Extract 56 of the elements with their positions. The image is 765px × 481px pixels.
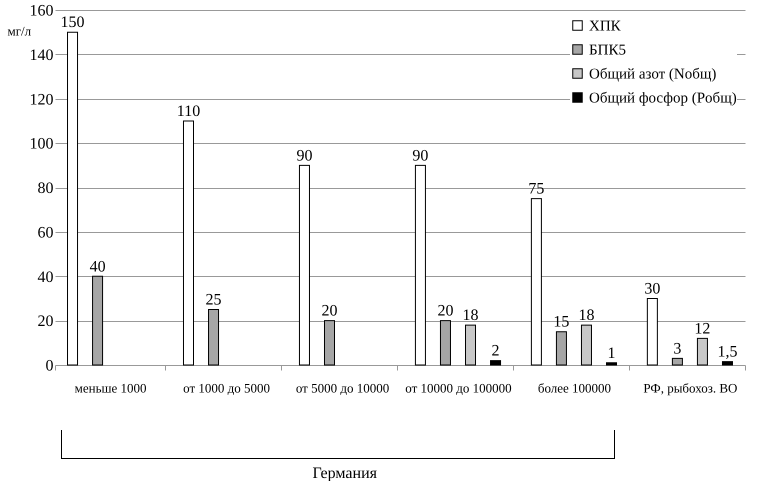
bar (464, 324, 476, 366)
y-axis-title: мг/л (8, 24, 32, 38)
y-tick-label: 100 (30, 136, 54, 153)
bar (182, 120, 194, 366)
bar (440, 320, 451, 366)
x-tick-label: РФ, рыбохоз. ВО (643, 380, 738, 396)
bar (490, 360, 502, 366)
bar (208, 309, 220, 366)
data-label: 1 (608, 344, 616, 362)
y-tick-label: 40 (38, 268, 54, 286)
bar (414, 164, 426, 366)
y-tick-label: 60 (38, 224, 54, 242)
y-tick-label: 20 (38, 313, 54, 330)
data-label: 90 (412, 147, 428, 164)
bar (722, 361, 733, 366)
data-label: 18 (462, 307, 478, 324)
x-tick-label: более 100000 (538, 380, 612, 396)
bar (530, 198, 542, 366)
y-tick-label: 0 (46, 358, 54, 374)
y-tick-label: 80 (38, 180, 54, 197)
x-tick-label: от 1000 до 5000 (183, 380, 270, 396)
data-label: 1,5 (717, 344, 738, 361)
bar (696, 338, 708, 366)
data-label: 30 (644, 280, 660, 298)
x-tick-label: от 5000 до 10000 (296, 380, 390, 396)
bar (646, 298, 658, 366)
legend-label: БПК5 (589, 42, 626, 58)
y-tick-label: 120 (30, 91, 54, 108)
x-tick-label: меньше 1000 (74, 380, 147, 396)
data-label: 150 (60, 14, 85, 32)
data-label: 75 (528, 180, 544, 198)
data-label: 3 (673, 340, 682, 358)
bar (298, 164, 310, 366)
bar (580, 324, 592, 366)
bar (672, 358, 683, 366)
data-label: 90 (296, 147, 312, 164)
data-label: 20 (322, 302, 338, 320)
data-label: 40 (90, 258, 106, 276)
data-label: 2 (492, 342, 500, 360)
bar (556, 331, 567, 366)
legend-label: Общий азот (Nобщ) (589, 66, 716, 82)
data-label: 110 (176, 102, 200, 120)
data-label: 20 (437, 302, 454, 320)
x-tick-label: от 10000 до 100000 (405, 380, 512, 396)
y-tick-label: 160 (30, 2, 54, 20)
legend-label: Общий фосфор (Pобщ) (589, 90, 737, 106)
bar (606, 362, 618, 366)
y-tick-label: 140 (30, 46, 54, 64)
bar (67, 32, 78, 366)
bar (324, 320, 336, 366)
data-label: 15 (553, 314, 570, 331)
bar (92, 276, 104, 366)
data-label: 12 (694, 320, 710, 338)
data-label: 18 (578, 307, 594, 324)
data-label: 25 (206, 292, 222, 309)
legend-label: ХПК (589, 18, 622, 34)
